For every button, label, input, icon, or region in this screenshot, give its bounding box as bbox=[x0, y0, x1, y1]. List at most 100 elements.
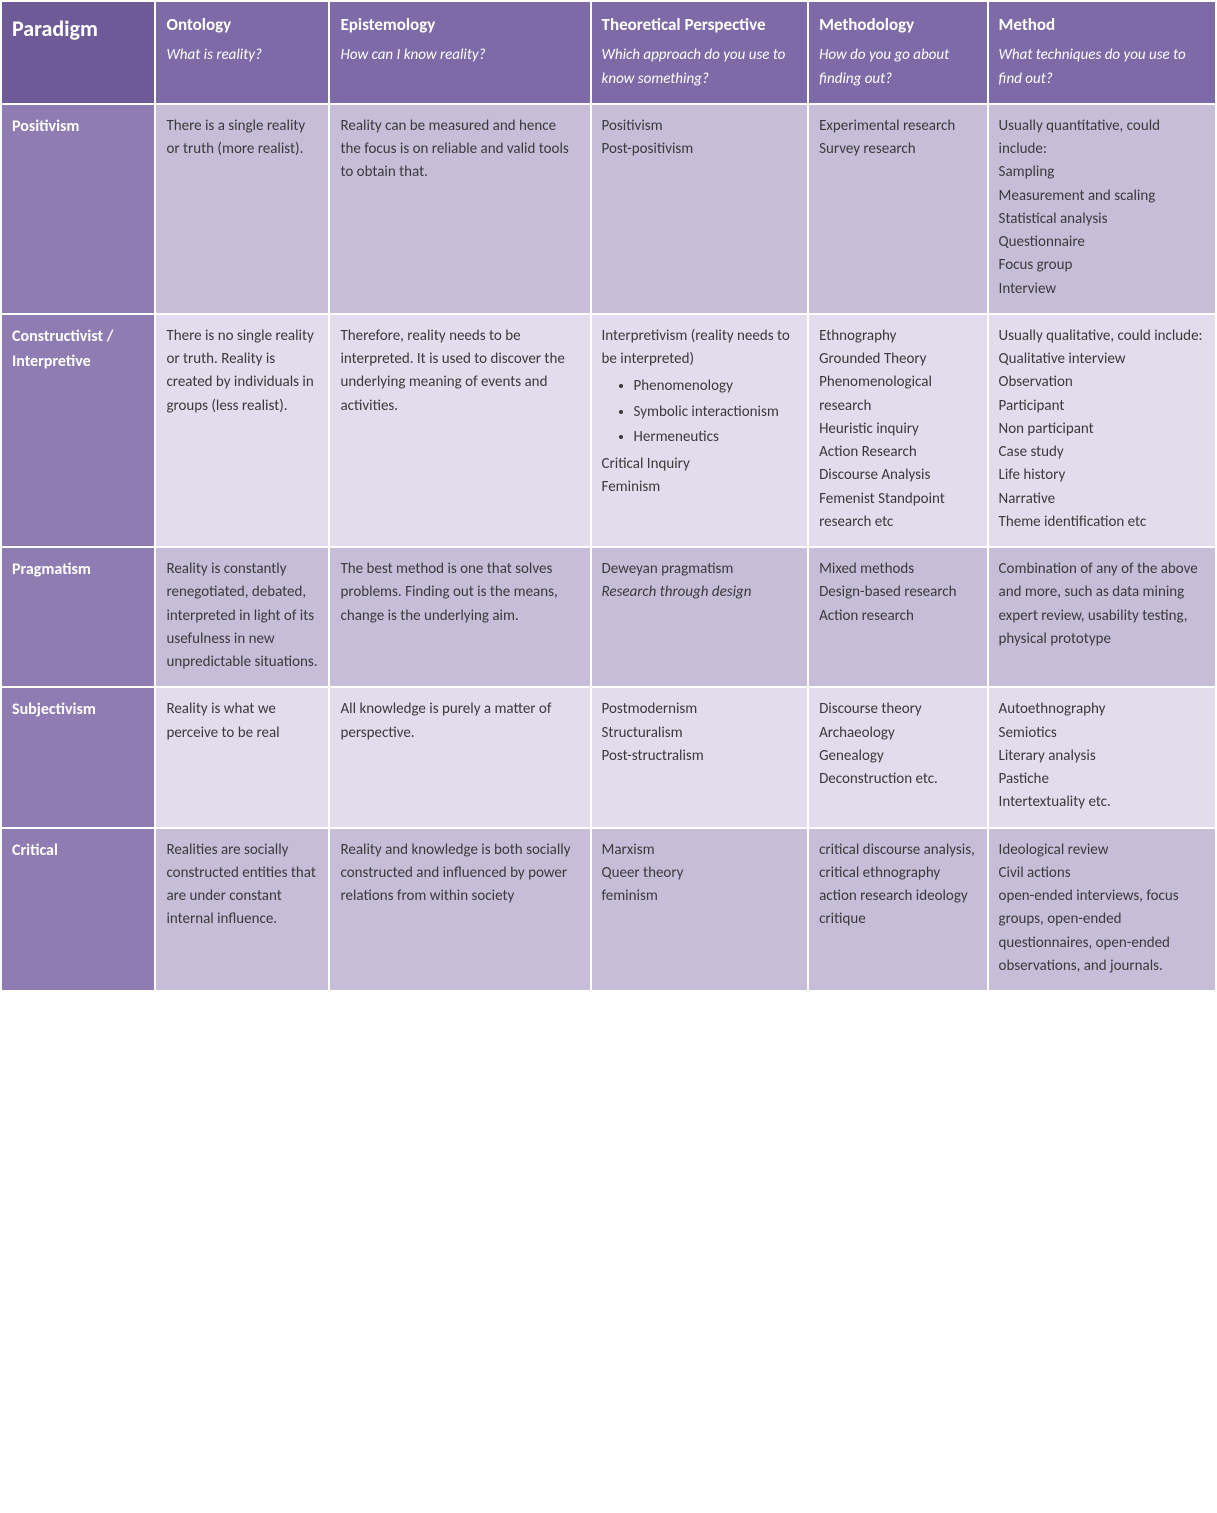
cell-line: Semiotics bbox=[999, 722, 1205, 745]
perspective-cell: MarxismQueer theoryfeminism bbox=[591, 828, 809, 992]
cell-line: Action research bbox=[819, 605, 976, 628]
cell-line: Feminism bbox=[602, 476, 798, 499]
cell-line: Interview bbox=[999, 278, 1205, 301]
header-theoretical-perspective: Theoretical Perspective Which approach do… bbox=[591, 1, 809, 104]
bullet-item: Phenomenology bbox=[634, 375, 798, 398]
perspective-cell: PostmodernismStructuralismPost-structral… bbox=[591, 687, 809, 827]
cell-line: Measurement and scaling bbox=[999, 185, 1205, 208]
table-row: CriticalRealities are socially construct… bbox=[1, 828, 1216, 992]
bullet-item: Hermeneutics bbox=[634, 426, 798, 449]
cell-line: Combination of any of the above and more… bbox=[999, 558, 1205, 651]
cell-line: Structuralism bbox=[602, 722, 798, 745]
ontology-cell: Realities are socially constructed entit… bbox=[155, 828, 329, 992]
header-title: Theoretical Perspective bbox=[602, 12, 798, 38]
table-row: SubjectivismReality is what we perceive … bbox=[1, 687, 1216, 827]
methodology-cell: Experimental researchSurvey research bbox=[808, 104, 987, 314]
cell-line: Life history bbox=[999, 464, 1205, 487]
ontology-cell: There is no single reality or truth. Rea… bbox=[155, 314, 329, 547]
cell-line-italic: Research through design bbox=[602, 581, 798, 604]
row-label: Critical bbox=[1, 828, 155, 992]
cell-line: Non participant bbox=[999, 418, 1205, 441]
cell-line: Action Research bbox=[819, 441, 976, 464]
cell-line: Positivism bbox=[602, 115, 798, 138]
row-label: Positivism bbox=[1, 104, 155, 314]
header-methodology: MethodologyHow do you go about finding o… bbox=[808, 1, 987, 104]
methodology-cell: Discourse theoryArchaeologyGenealogyDeco… bbox=[808, 687, 987, 827]
method-cell: AutoethnographySemioticsLiterary analysi… bbox=[988, 687, 1216, 827]
cell-line: Qualitative interview bbox=[999, 348, 1205, 371]
cell-line: Genealogy bbox=[819, 745, 976, 768]
bullet-list: Phenomenology Symbolic interactionismHerm… bbox=[620, 375, 798, 449]
ontology-cell: Reality is constantly renegotiated, deba… bbox=[155, 547, 329, 687]
cell-line: Intertextuality etc. bbox=[999, 791, 1205, 814]
header-subtitle: How do you go about finding out? bbox=[819, 44, 976, 91]
header-title: Paradigm bbox=[12, 12, 144, 46]
cell-line: Deconstruction etc. bbox=[819, 768, 976, 791]
methodology-cell: EthnographyGrounded TheoryPhenomenologic… bbox=[808, 314, 987, 547]
cell-line: Questionnaire bbox=[999, 231, 1205, 254]
header-epistemology: EpistemologyHow can I know reality? bbox=[329, 1, 590, 104]
cell-line: Narrative bbox=[999, 488, 1205, 511]
cell-line: Phenomenological research bbox=[819, 371, 976, 418]
cell-line: Statistical analysis bbox=[999, 208, 1205, 231]
cell-line: Design-based research bbox=[819, 581, 976, 604]
epistemology-cell: The best method is one that solves probl… bbox=[329, 547, 590, 687]
cell-line: Usually qualitative, could include: bbox=[999, 325, 1205, 348]
cell-line: Observation bbox=[999, 371, 1205, 394]
ontology-cell: Reality is what we perceive to be real bbox=[155, 687, 329, 827]
header-paradigm: Paradigm bbox=[1, 1, 155, 104]
cell-line: critical discourse analysis, critical et… bbox=[819, 839, 976, 932]
cell-line: Mixed methods bbox=[819, 558, 976, 581]
bullet-item: Symbolic interactionism bbox=[634, 401, 798, 424]
cell-line: Ethnography bbox=[819, 325, 976, 348]
cell-line: Autoethnography bbox=[999, 698, 1205, 721]
paradigm-table: Paradigm Ontology What is reality? Epistemo… bbox=[0, 0, 1217, 992]
cell-line: Usually quantitative, could include: bbox=[999, 115, 1205, 162]
method-cell: Ideological reviewCivil actionsopen-ende… bbox=[988, 828, 1216, 992]
cell-text: The best method is one that solves probl… bbox=[340, 560, 557, 625]
cell-line: Ideological review bbox=[999, 839, 1205, 862]
cell-line: Deweyan pragmatism bbox=[602, 558, 798, 581]
cell-line: Theme identification etc bbox=[999, 511, 1205, 534]
row-label: Constructivist / Interpretive bbox=[1, 314, 155, 547]
epistemology-cell: All knowledge is purely a matter of pers… bbox=[329, 687, 590, 827]
header-subtitle: Which approach do you use to know someth… bbox=[602, 44, 798, 91]
cell-line: Survey research bbox=[819, 138, 976, 161]
header-subtitle: What is reality? bbox=[166, 44, 318, 67]
cell-line: open-ended interviews, focus groups, ope… bbox=[999, 885, 1205, 978]
cell-line: Civil actions bbox=[999, 862, 1205, 885]
header-title: Method bbox=[999, 12, 1205, 38]
cell-line: Discourse Analysis bbox=[819, 464, 976, 487]
cell-line: Case study bbox=[999, 441, 1205, 464]
cell-line: Heuristic inquiry bbox=[819, 418, 976, 441]
epistemology-cell: Reality and knowledge is both socially c… bbox=[329, 828, 590, 992]
table-row: Constructivist / InterpretiveThere is no… bbox=[1, 314, 1216, 547]
method-cell: Usually qualitative, could include:Quali… bbox=[988, 314, 1216, 547]
cell-line: Critical Inquiry bbox=[602, 453, 798, 476]
method-cell: Combination of any of the above and more… bbox=[988, 547, 1216, 687]
method-cell: Usually quantitative, could include:Samp… bbox=[988, 104, 1216, 314]
header-row: Paradigm Ontology What is reality? Epistemo… bbox=[1, 1, 1216, 104]
cell-line: Literary analysis bbox=[999, 745, 1205, 768]
header-ontology: Ontology What is reality? bbox=[155, 1, 329, 104]
epistemology-cell: Reality can be measured and hence the fo… bbox=[329, 104, 590, 314]
cell-line: Pastiche bbox=[999, 768, 1205, 791]
cell-line: Marxism bbox=[602, 839, 798, 862]
table-row: PositivismThere is a single reality or t… bbox=[1, 104, 1216, 314]
header-title: Ontology bbox=[166, 12, 318, 38]
cell-line: Interpretivism (reality needs to be inte… bbox=[602, 325, 798, 372]
cell-text: Therefore, reality needs to be interpret… bbox=[340, 327, 564, 415]
cell-text: All knowledge is purely a matter of pers… bbox=[340, 700, 551, 741]
cell-text: Reality is what we perceive to be real bbox=[166, 700, 279, 741]
cell-line: Postmodernism bbox=[602, 698, 798, 721]
perspective-cell: Deweyan pragmatismResearch through desig… bbox=[591, 547, 809, 687]
methodology-cell: Mixed methodsDesign-based researchAction… bbox=[808, 547, 987, 687]
cell-line: Queer theory bbox=[602, 862, 798, 885]
cell-line: Experimental research bbox=[819, 115, 976, 138]
perspective-cell: Interpretivism (reality needs to be inte… bbox=[591, 314, 809, 547]
ontology-cell: There is a single reality or truth (more… bbox=[155, 104, 329, 314]
cell-line: Discourse theory bbox=[819, 698, 976, 721]
cell-line: feminism bbox=[602, 885, 798, 908]
cell-line: Focus group bbox=[999, 254, 1205, 277]
header-subtitle: What techniques do you use to find out? bbox=[999, 44, 1205, 91]
